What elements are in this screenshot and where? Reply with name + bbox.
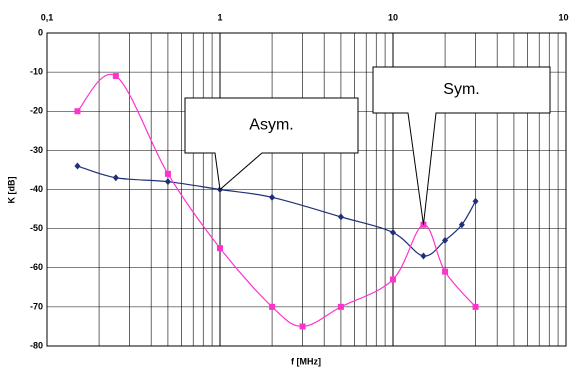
y-tick-label: -10	[30, 67, 43, 77]
y-axis-label: K [dB]	[6, 177, 16, 204]
marker	[164, 170, 171, 177]
x-tick-label: 10	[388, 12, 398, 22]
marker	[269, 303, 276, 310]
marker	[442, 268, 449, 275]
marker	[74, 108, 81, 115]
y-tick-label: -60	[30, 262, 43, 272]
marker	[337, 213, 344, 221]
y-tick-label: -80	[30, 340, 43, 350]
callout-box	[372, 66, 551, 225]
marker	[269, 193, 276, 201]
x-tick-label: 100	[558, 12, 569, 22]
marker	[337, 303, 344, 310]
callout-label: Asym.	[249, 117, 293, 134]
marker	[472, 303, 479, 310]
callout: Sym.	[372, 66, 551, 225]
callout-box	[184, 97, 359, 191]
marker	[458, 221, 465, 229]
y-tick-label: 0	[38, 27, 43, 37]
y-tick-label: -50	[30, 223, 43, 233]
callout-label: Sym.	[443, 81, 479, 98]
y-tick-label: -70	[30, 301, 43, 311]
marker	[112, 73, 119, 80]
x-tick-label: 1	[217, 12, 222, 22]
y-tick-label: -20	[30, 106, 43, 116]
callout: Asym.	[184, 97, 359, 191]
x-axis-label: f [MHz]	[291, 356, 321, 366]
marker	[390, 276, 396, 283]
marker	[420, 252, 427, 260]
y-tick-label: -30	[30, 145, 43, 155]
x-tick-label: 0,1	[41, 12, 54, 22]
marker	[164, 178, 171, 186]
series-line	[77, 73, 476, 328]
marker	[299, 323, 306, 330]
y-tick-label: -40	[30, 184, 43, 194]
marker	[442, 236, 449, 244]
marker	[390, 229, 396, 237]
marker	[74, 162, 81, 170]
marker	[217, 245, 223, 252]
marker	[112, 174, 119, 182]
marker	[472, 197, 479, 205]
